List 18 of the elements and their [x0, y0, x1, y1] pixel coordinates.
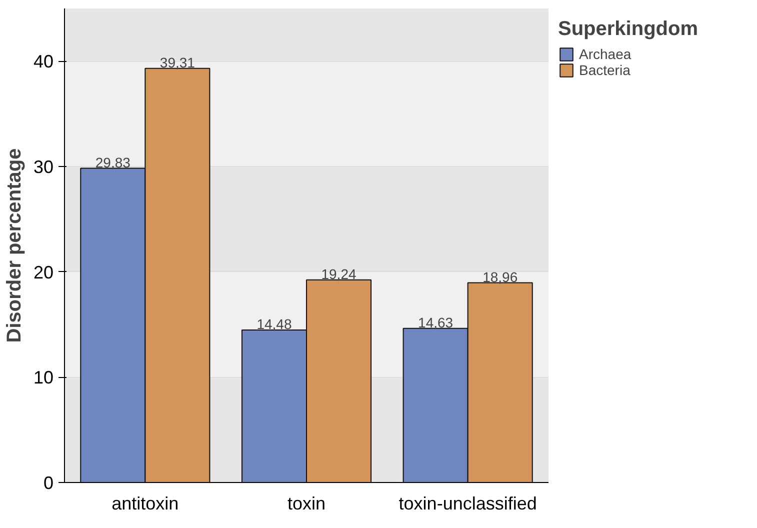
data-label: 19,24 — [321, 266, 356, 282]
data-label: 14,48 — [256, 316, 292, 332]
y-tick-label: 30 — [33, 157, 54, 177]
x-tick-label: toxin-unclassified — [398, 494, 537, 514]
x-tick-label: antitoxin — [112, 494, 179, 514]
y-tick-label: 20 — [33, 262, 54, 282]
data-label: 39,31 — [160, 54, 196, 70]
x-tick-label: toxin — [287, 494, 326, 514]
y-tick-label: 40 — [33, 52, 54, 72]
legend-label: Archaea — [579, 46, 632, 62]
data-label: 14,63 — [418, 314, 454, 330]
data-label: 18,96 — [482, 268, 518, 285]
y-tick-label: 0 — [43, 473, 54, 493]
y-tick-label: 10 — [33, 368, 54, 388]
data-label: 29,83 — [95, 154, 131, 170]
legend-title: Superkingdom — [558, 18, 698, 41]
legend-label: Bacteria — [579, 62, 630, 78]
y-axis-title: Disorder percentage — [3, 148, 26, 343]
